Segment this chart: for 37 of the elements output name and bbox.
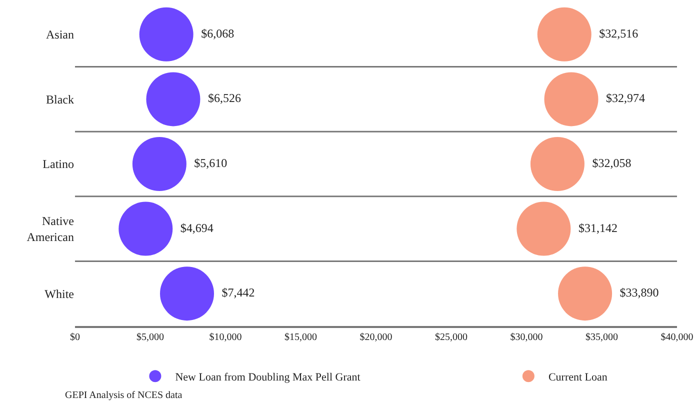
y-tick-label: White (44, 286, 74, 301)
point (558, 266, 612, 321)
data-label: $32,058 (592, 156, 632, 170)
text: GEPI Analysis of NCES data (65, 390, 183, 401)
point (516, 202, 571, 256)
data-label: $32,516 (599, 26, 638, 40)
x-tick-label: $15,000 (284, 332, 317, 343)
data-label: $5,610 (194, 156, 228, 170)
x-tick-label: $5,000 (136, 332, 164, 343)
x-tick-label: $10,000 (209, 332, 242, 343)
point (530, 137, 584, 191)
data-label: $7,442 (222, 286, 255, 300)
point (132, 137, 186, 191)
point (544, 72, 598, 126)
data-label: $33,890 (620, 286, 659, 300)
legend-label: New Loan from Doubling Max Pell Grant (175, 371, 360, 384)
data-label: $6,526 (208, 91, 241, 106)
y-tick-label: Asian (46, 28, 74, 42)
point (118, 202, 173, 256)
data-label: $4,694 (180, 220, 214, 235)
data-label: $31,142 (578, 220, 618, 235)
legend-label: Current Loan (548, 371, 608, 384)
x-tick-label: $0 (70, 332, 80, 343)
x-tick-label: $35,000 (586, 332, 618, 343)
x-tick-label: $30,000 (510, 332, 543, 343)
y-tick-label: Latino (42, 157, 74, 172)
y-tick-label: Black (46, 92, 74, 106)
data-label: $32,974 (606, 91, 646, 106)
point (146, 72, 200, 126)
x-tick-label: $25,000 (435, 332, 468, 343)
x-tick-label: $40,000 (660, 332, 694, 343)
data-label: $6,068 (201, 26, 234, 40)
point (139, 7, 194, 62)
point (537, 7, 592, 62)
point (160, 266, 214, 321)
x-tick-label: $20,000 (360, 332, 392, 343)
y-tick-label: Native American (26, 214, 74, 244)
